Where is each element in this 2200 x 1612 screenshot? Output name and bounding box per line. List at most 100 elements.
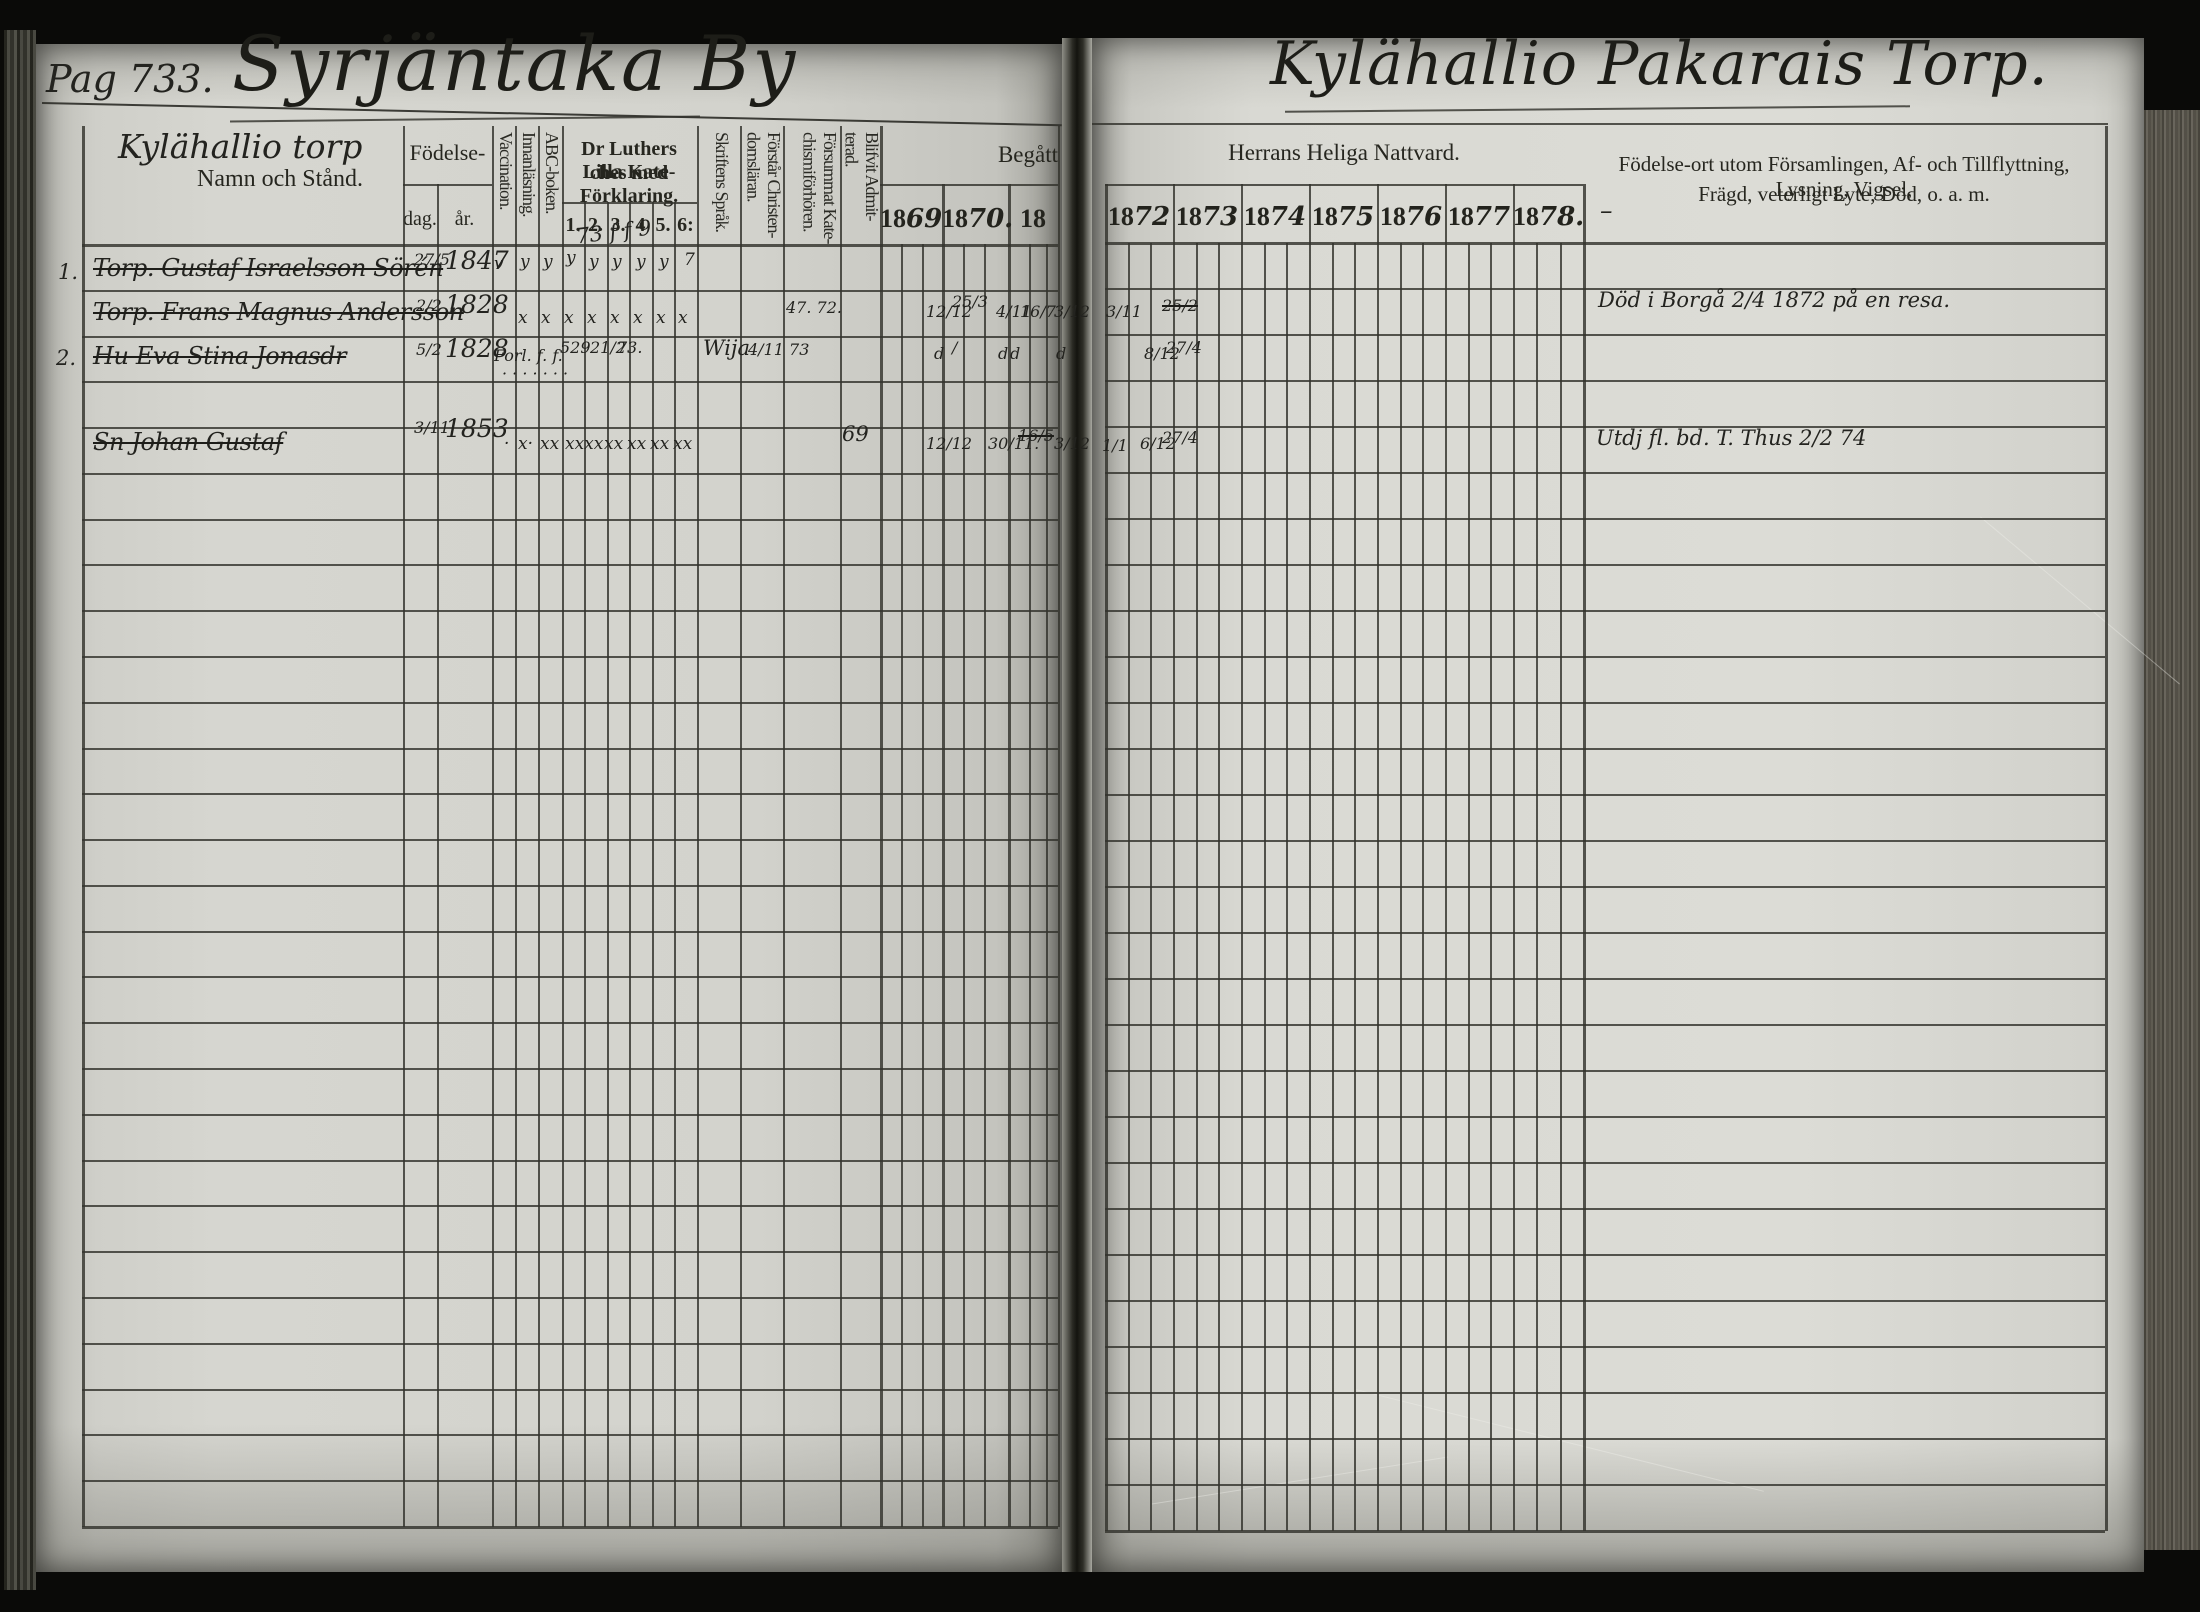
column-header-abc-boken: ABC-boken. — [542, 132, 562, 214]
grid-line — [1377, 184, 1379, 1531]
mark: d — [1010, 344, 1021, 363]
mark: xx — [650, 434, 670, 454]
mark: / — [952, 338, 958, 357]
column-header-vaccination: Vaccination. — [496, 132, 516, 210]
birth-year: 1847 — [445, 246, 509, 275]
communion-date: 16/5 — [1018, 426, 1054, 445]
grid-line — [880, 184, 1058, 186]
mark: d — [934, 344, 945, 363]
grid-line — [562, 202, 697, 204]
grid-line — [1105, 1530, 2105, 1533]
grid-line — [82, 244, 1058, 247]
mark: x — [518, 308, 528, 328]
grid-line — [1105, 656, 2105, 658]
grid-line — [1105, 472, 2105, 474]
birth-day: 3/11 — [414, 418, 450, 437]
grid-line — [82, 747, 1058, 750]
right-page-title: Kylähallio Pakarais Torp. — [1270, 29, 2049, 99]
communion-date: 12/12 — [926, 302, 973, 321]
record-name: Hu Eva Stina Jonasdr — [93, 342, 347, 370]
mark: y — [659, 252, 669, 272]
grid-line — [82, 472, 1058, 475]
communion-date: 3/11 — [1106, 302, 1142, 321]
catechism-subcolumn-6: 6: — [677, 214, 694, 236]
grid-line — [82, 564, 1058, 567]
mark: 73. — [617, 338, 643, 357]
year-prefix: 18 — [1243, 202, 1270, 231]
year-suffix: 70. — [968, 204, 1014, 234]
grid-line — [1105, 978, 2105, 980]
grid-line — [82, 884, 1058, 887]
grid-line — [437, 184, 439, 1527]
grid-line — [652, 202, 654, 1527]
grid-line — [82, 1205, 1058, 1208]
mark: xx — [627, 434, 647, 454]
grid-line — [1008, 184, 1011, 1527]
mark: x· — [518, 434, 533, 454]
grid-line — [1105, 1162, 2105, 1164]
grid-line — [82, 1159, 1058, 1162]
year-header-left: 1869 — [880, 204, 942, 234]
grid-line — [1105, 288, 2105, 290]
birth-year-label: år. — [454, 208, 475, 230]
birth-day: 2/2 — [416, 296, 442, 315]
year-header-right: 1873 — [1173, 202, 1241, 232]
column-header-skriftens-sprak: Skriftens Språk. — [712, 132, 732, 232]
birth-year: 1853 — [445, 414, 509, 443]
row-number-2: 2. — [56, 346, 77, 370]
year-suffix: 74 — [1269, 202, 1307, 232]
notes-column-label-line1: Födelse-ort utom Församlingen, Af- och T… — [1618, 152, 2070, 201]
grid-line — [1105, 886, 2105, 888]
grid-line — [674, 202, 676, 1527]
grid-line — [82, 701, 1058, 704]
grid-line — [82, 427, 1058, 430]
grid-line — [562, 126, 564, 1527]
grid-line — [1173, 184, 1175, 1531]
grid-line — [942, 184, 945, 1527]
grid-line — [1105, 932, 2105, 934]
communion-date: 27/4 — [1162, 428, 1198, 447]
catechism-header-line1: Dr Luthers Lilla Kate- — [581, 138, 677, 183]
mark: x — [633, 308, 643, 328]
grid-line — [82, 1296, 1058, 1299]
notes-column-label-line2: Frägd, veterligt Lyte, Död, o. a. m. — [1698, 182, 1990, 206]
catechism-subcolumn-3: 3. — [610, 214, 626, 236]
mark: d — [1056, 344, 1067, 363]
year-header-right: 1878. — [1513, 202, 1585, 232]
grid-line — [515, 126, 517, 1527]
mark: x — [678, 308, 688, 328]
grid-line — [82, 1068, 1058, 1071]
catechism-subcolumn-5: 5. — [655, 214, 671, 236]
mark: x — [564, 308, 574, 328]
mark: 7 — [684, 250, 695, 270]
mark: 529 — [560, 338, 591, 357]
birth-day-label: dag. — [403, 208, 437, 230]
year-prefix: 18 — [880, 204, 906, 233]
year-header-right: 1877 — [1445, 202, 1513, 232]
begatt-label: Begått — [997, 142, 1058, 167]
dot-marks: · · · · · · · — [502, 364, 569, 383]
mark: y — [543, 252, 553, 272]
grid-line — [403, 184, 492, 186]
year-suffix: 73 — [1201, 202, 1239, 232]
mark: v — [494, 254, 504, 274]
dash-mark: – — [1600, 196, 1613, 225]
grid-line — [783, 126, 785, 1527]
mark: y — [520, 252, 530, 272]
year-prefix: 18 — [1447, 202, 1474, 231]
row-number-1: 1. — [58, 260, 79, 284]
communion-date: 3/12 — [1054, 434, 1090, 453]
grid-line — [82, 1251, 1058, 1254]
grid-line — [82, 1480, 1058, 1483]
year-prefix: 18 — [1311, 202, 1338, 231]
mark: y — [636, 252, 646, 272]
communion-date: 25/3 — [952, 292, 988, 311]
grid-line — [1105, 610, 2105, 612]
year-suffix: 77 — [1473, 202, 1511, 232]
year-prefix: 18 — [942, 204, 968, 233]
mark: y — [566, 248, 576, 268]
mark: xx — [540, 434, 560, 454]
admitted-year: 69 — [842, 422, 869, 446]
year-suffix: 78. — [1539, 202, 1585, 232]
